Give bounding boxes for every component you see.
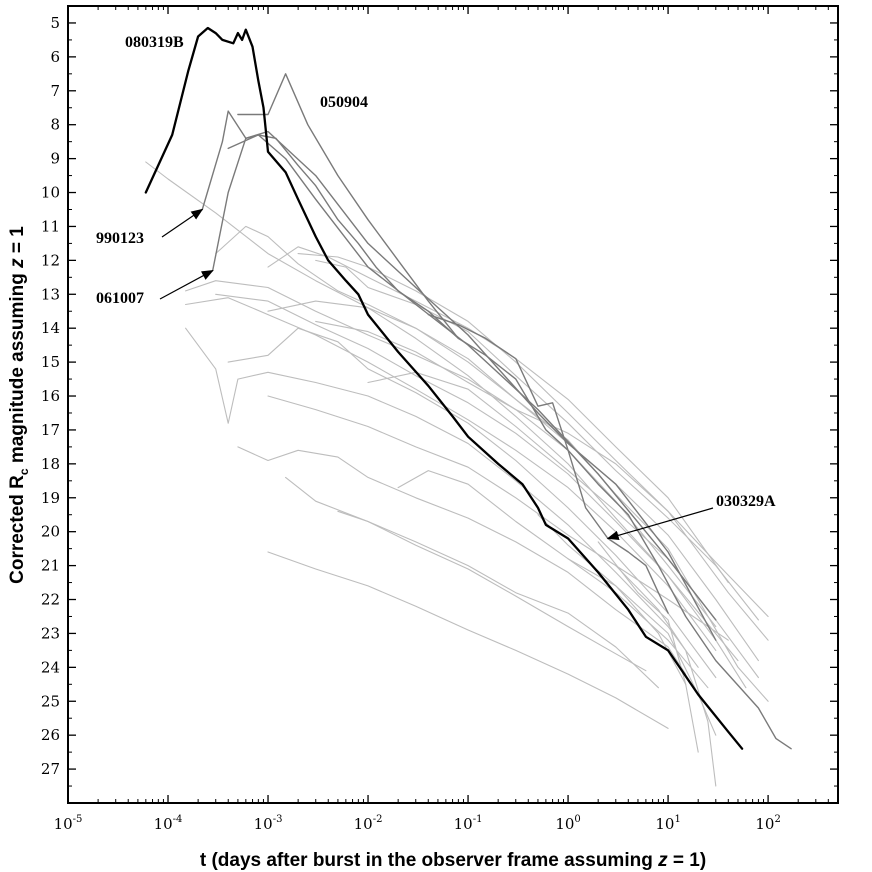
y-tick-label: 11: [41, 217, 60, 235]
series-line-080319B: [144, 26, 744, 750]
series-line-990123: [201, 110, 717, 621]
y-axis-title: Corrected Rc magnitude assuming z = 1: [7, 226, 31, 584]
y-tick-label: 25: [41, 692, 60, 710]
y-tick-label: 5: [50, 14, 60, 32]
series-line-bg21: [537, 514, 687, 685]
annotation-050904: 050904: [320, 94, 368, 111]
y-tick-label: 22: [41, 591, 60, 609]
y-tick-label: 19: [41, 489, 60, 507]
series-line-bg5: [237, 446, 687, 675]
series-line-bg6: [227, 327, 717, 679]
series-line-061007: [212, 130, 717, 641]
x-tick-label: 101: [655, 814, 680, 833]
y-tick-label: 14: [41, 319, 60, 337]
x-tick-label: 10-1: [454, 814, 483, 833]
y-tick-label: 13: [41, 285, 60, 303]
y-tick-label: 18: [41, 455, 60, 473]
series-line-bg22: [215, 225, 769, 702]
series-line-bg12: [397, 470, 709, 689]
y-tick-label: 10: [41, 184, 60, 202]
annotation-arrow-030329A: [606, 507, 714, 541]
y-tick-label: 9: [50, 150, 60, 168]
plot-frame: [67, 5, 839, 804]
y-tick-label: 21: [41, 557, 60, 575]
y-tick-label: 16: [41, 387, 60, 405]
annotation-990123: 990123: [96, 230, 144, 247]
annotation-080319B: 080319B: [125, 34, 184, 51]
y-tick-label: 27: [41, 760, 60, 778]
y-tick-label: 23: [41, 624, 60, 642]
y-tick-label: 7: [50, 82, 60, 100]
series-line-bg10: [267, 551, 669, 729]
y-tick-label: 6: [50, 48, 60, 66]
y-tick-label: 26: [41, 726, 60, 744]
x-tick-label: 10-2: [354, 814, 383, 833]
y-tick-label: 8: [50, 116, 60, 134]
y-tick-label: 17: [41, 421, 60, 439]
series-line-bg19: [615, 565, 717, 787]
annotation-030329A: 030329A: [716, 493, 776, 510]
y-tick-label: 24: [41, 658, 60, 676]
annotation-061007: 061007: [96, 290, 144, 307]
x-tick-label: 100: [555, 814, 580, 833]
annotation-arrow-061007: [159, 269, 214, 300]
y-tick-label: 15: [41, 353, 60, 371]
x-tick-label: 10-3: [254, 814, 283, 833]
series-line-bg14: [267, 246, 729, 584]
series-line-bg13: [267, 395, 729, 641]
curves-group: [144, 26, 792, 787]
series-line-bg23: [315, 320, 769, 618]
series-line-bg17: [337, 510, 647, 672]
series-line-030329A: [427, 313, 669, 614]
x-tick-label: 10-4: [154, 814, 183, 833]
x-axis-title: t (days after burst in the observer fram…: [200, 850, 706, 871]
x-tick-label: 10-5: [54, 814, 83, 833]
series-line-bg11: [285, 476, 659, 689]
series-line-050904: [227, 134, 792, 750]
x-tick-label: 102: [755, 814, 780, 833]
y-tick-label: 12: [41, 251, 60, 269]
series-line-bg20: [567, 558, 717, 736]
series-line-bg8: [315, 259, 759, 621]
ticks-group: 10-5 10-4 10-3 10-2 10-1 100 101 102 5 6 7 8 9 10 11 12…: [41, 6, 838, 833]
y-tick-label: 20: [41, 523, 60, 541]
series-line-bg16: [297, 253, 769, 641]
series-line-bg18: [597, 541, 699, 753]
series-line-bg4: [185, 327, 699, 668]
series-line-bg15: [215, 293, 739, 662]
series-line-bg2: [185, 280, 717, 628]
series-line-050904-peak: [237, 73, 460, 340]
annotation-arrow-990123: [161, 208, 204, 238]
series-line-bg7: [267, 300, 759, 662]
annotations-group: 080319B 050904 990123 061007 030329A: [96, 34, 776, 541]
